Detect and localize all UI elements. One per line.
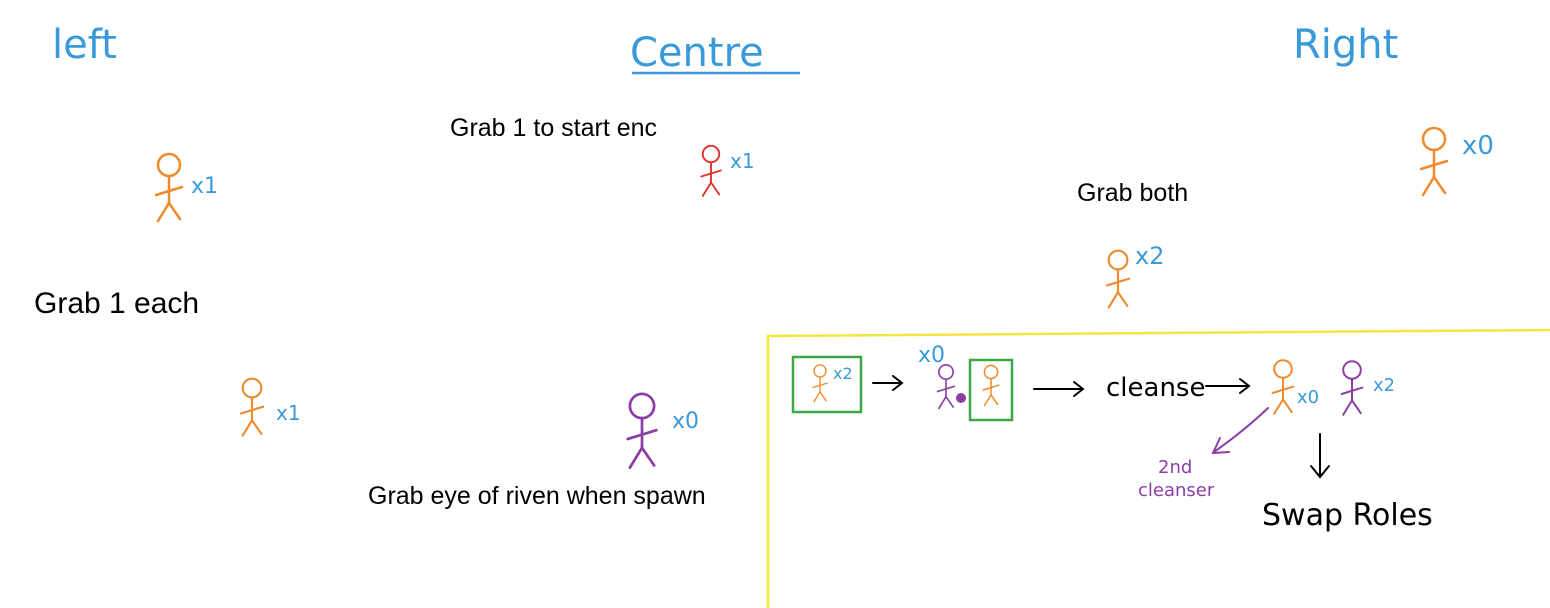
left-top-count: x1 [191,174,218,199]
left-bottom-count: x1 [276,401,301,425]
arrow-2 [1033,381,1085,397]
right-top-count: x0 [1462,131,1494,161]
second-cleanser-line1: 2nd [1158,457,1192,478]
right-mid-figure [1105,249,1131,309]
second-cleanser-line2: cleanser [1138,480,1215,501]
swap-roles-arrow [1310,433,1330,479]
swap-roles-label: Swap Roles [1262,498,1433,533]
cleanse-label: cleanse [1106,373,1205,403]
centre-purple-figure [626,392,658,469]
centre-purple-count: x0 [672,409,699,434]
header-centre: Centre [630,30,764,76]
eye-of-riven-orb [956,393,966,403]
arrow-1 [872,375,904,391]
step1-count: x2 [833,364,853,383]
result-purple-figure [1340,360,1364,416]
right-mid-count: x2 [1135,242,1164,270]
right-instruction: Grab both [1077,179,1188,207]
centre-red-count: x1 [730,149,755,173]
step2-orange-figure [982,364,1000,407]
second-cleanser-arrow [1211,407,1269,455]
left-top-figure [154,152,184,223]
centre-red-figure [700,144,722,197]
centre-start-instruction: Grab 1 to start enc [450,114,657,142]
left-bottom-figure [239,377,265,437]
step2-count: x0 [918,343,945,368]
step1-green-box [791,355,863,414]
sequence-panel-border [766,328,1550,608]
step2-purple-figure [936,364,956,410]
header-left: left [52,22,117,68]
centre-eye-instruction: Grab eye of riven when spawn [368,482,706,510]
right-top-figure [1419,126,1449,197]
result-purple-count: x2 [1373,375,1395,396]
step2-green-box [968,358,1014,422]
arrow-3 [1205,378,1251,394]
result-orange-figure [1271,359,1295,415]
left-instruction: Grab 1 each [34,287,199,320]
step1-figure [812,364,828,403]
header-right: Right [1293,22,1398,68]
result-orange-count: x0 [1297,387,1319,408]
